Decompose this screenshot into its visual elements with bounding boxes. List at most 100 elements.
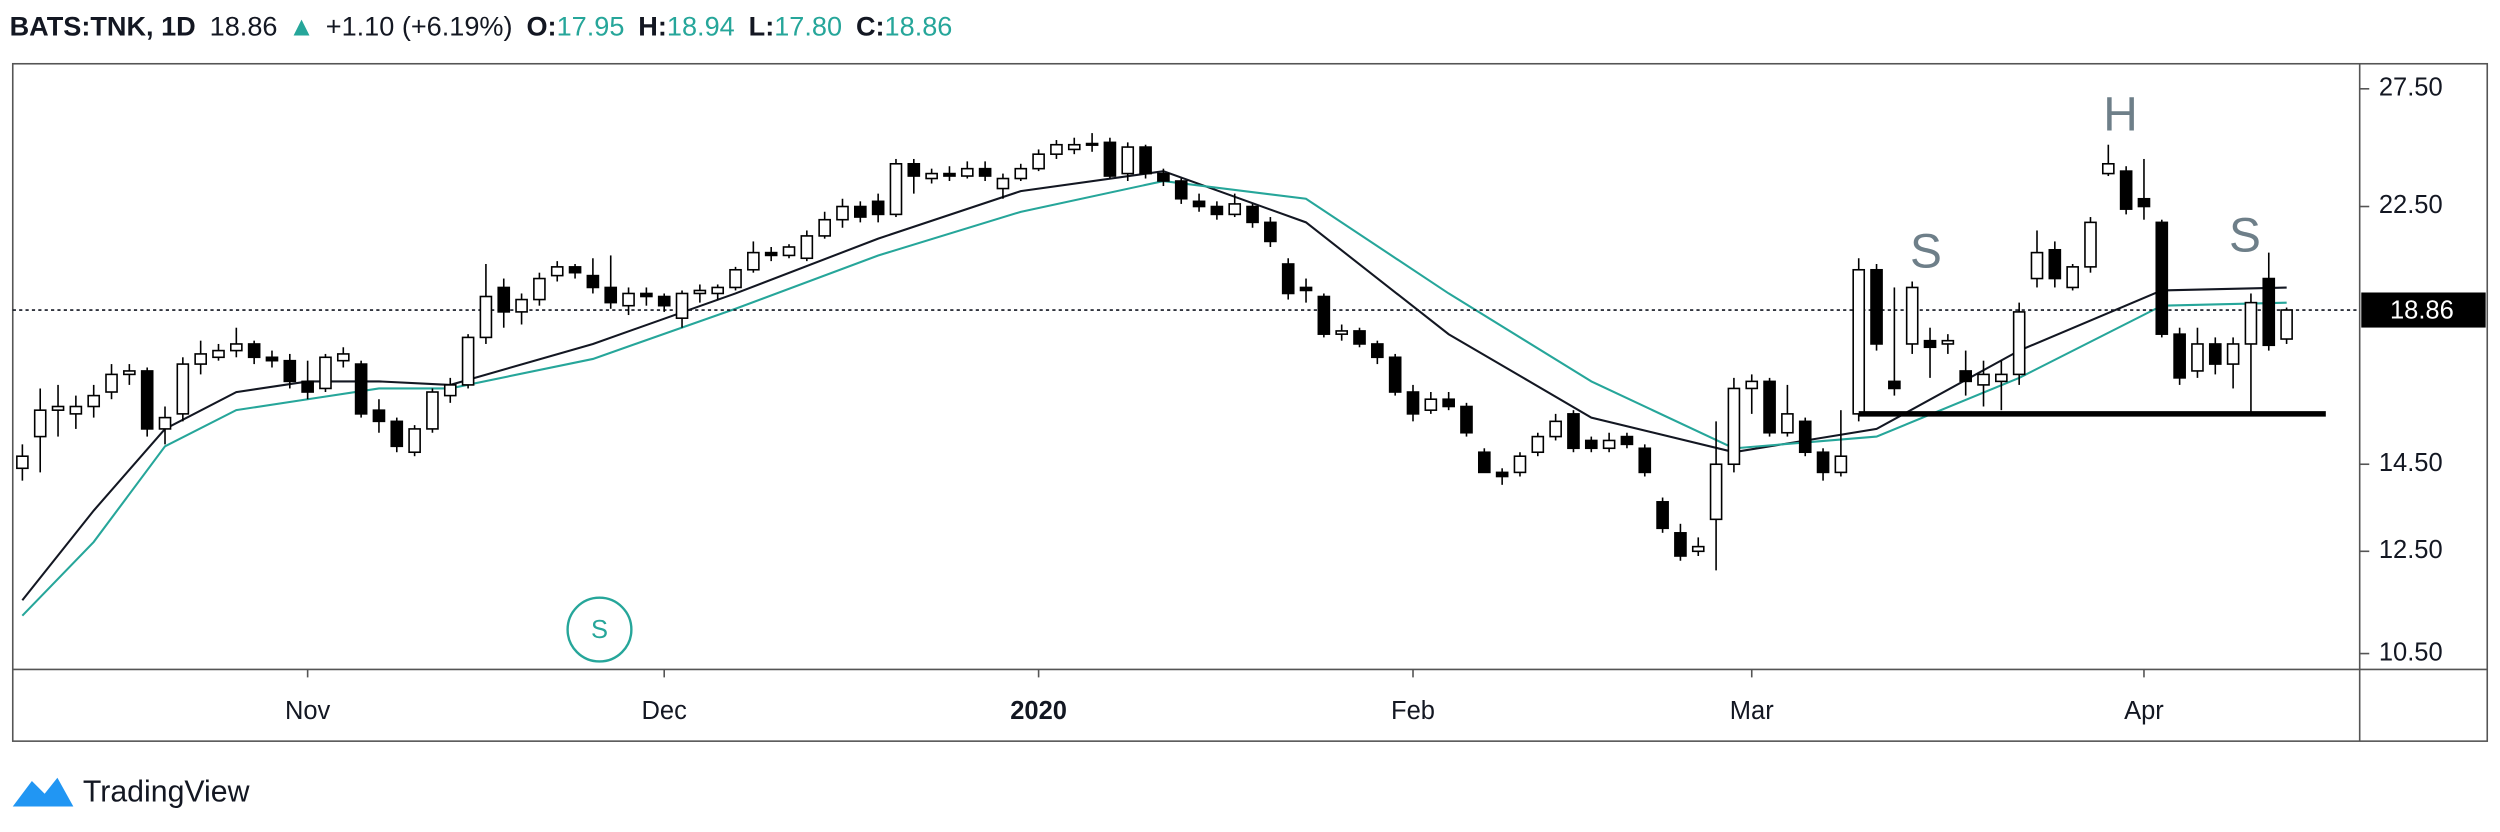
candle-body: [943, 172, 956, 177]
x-tick-label: Nov: [285, 697, 331, 725]
candle-body: [1085, 142, 1099, 146]
low: 17.80: [774, 11, 842, 42]
candle-body: [2030, 251, 2044, 280]
candle-body: [1460, 405, 1473, 434]
candle-body: [1067, 143, 1081, 151]
candle-body: [675, 292, 689, 319]
high-label: H:: [638, 11, 667, 42]
logo: TradingView: [12, 776, 250, 809]
candle-body: [907, 162, 921, 177]
header: BATS:TNK, 1D 18.86 ▲ +1.10 (+6.19%) O:17…: [10, 11, 953, 42]
x-tick-label: Apr: [2124, 697, 2164, 725]
candle-body: [123, 370, 136, 376]
candle-body: [586, 274, 600, 289]
candle-body: [2101, 162, 2115, 175]
candle-body: [1032, 153, 1045, 170]
candle-body: [2173, 333, 2186, 379]
candle-body: [996, 177, 1010, 190]
candle-body: [1210, 205, 1224, 216]
candle-body: [1620, 435, 1634, 446]
candle-body: [2137, 197, 2151, 208]
candle-body: [1691, 545, 1705, 553]
change: +1.10 (+6.19%): [326, 11, 513, 42]
candle-body: [1798, 420, 1812, 454]
low-label: L:: [749, 11, 775, 42]
candle-body: [2119, 170, 2133, 210]
candle-body: [1157, 172, 1170, 182]
candle-body: [1727, 387, 1741, 466]
moving-average: [21, 180, 2287, 617]
candle-body: [1567, 413, 1580, 450]
candle-body: [390, 420, 404, 448]
plot: [12, 133, 2360, 617]
candle-body: [1246, 205, 1259, 224]
candle-body: [1977, 373, 1990, 386]
candle-body: [1549, 420, 1562, 438]
candle-body: [265, 356, 279, 362]
arrow: ▲: [288, 11, 315, 42]
candle-body: [283, 359, 297, 383]
candle-body: [426, 391, 439, 430]
candle-body: [51, 405, 65, 411]
candle-body: [568, 266, 582, 274]
candle-body: [640, 292, 653, 298]
candle-body: [1139, 146, 1152, 175]
y-tick-label: 27.50: [2379, 74, 2443, 102]
candle-body: [1371, 343, 1384, 359]
candle-body: [622, 292, 635, 307]
candle-body: [212, 349, 225, 359]
candle-body: [889, 162, 903, 216]
candle-body: [978, 167, 992, 177]
candle-body: [515, 298, 528, 313]
open: 17.95: [557, 11, 625, 42]
candle-body: [871, 200, 885, 216]
candle-body: [2244, 301, 2258, 345]
candle-body: [16, 455, 29, 470]
candle-body: [657, 295, 671, 307]
pattern-label: S: [1910, 226, 1942, 279]
candle-body: [2012, 311, 2026, 376]
candle-body: [818, 218, 831, 237]
candle-body: [1763, 380, 1776, 434]
candle-body: [1174, 180, 1188, 200]
candle-body: [533, 277, 546, 301]
signal-marker[interactable]: [566, 596, 633, 663]
x-tick-label: Dec: [642, 697, 688, 725]
candle-body: [2084, 221, 2097, 268]
candle-body: [33, 409, 47, 438]
x-tick-label: 2020: [1010, 697, 1067, 725]
candle-body: [229, 343, 243, 352]
candle-body: [69, 405, 83, 415]
candle-body: [336, 353, 350, 362]
frame: [11, 62, 2489, 742]
candle-body: [1317, 295, 1331, 335]
candle-body: [2048, 248, 2062, 280]
x-tick-label: Mar: [1730, 697, 1774, 725]
candle-body: [479, 295, 493, 339]
signal-marker-label: S: [591, 616, 608, 644]
candle-body: [711, 286, 725, 295]
logo-icon: [12, 777, 74, 807]
candle-body: [1406, 391, 1420, 415]
candle-body: [1495, 471, 1509, 478]
brand: TradingView: [83, 776, 250, 809]
candle-body: [1905, 286, 1919, 345]
candle-body: [461, 336, 475, 386]
candle-body: [604, 286, 618, 304]
candle-body: [1602, 439, 1616, 450]
candle-body: [140, 370, 154, 430]
candle-body: [1121, 146, 1135, 175]
candle-body: [1014, 167, 1028, 180]
price-tag: [2361, 292, 2486, 328]
candle-body: [1335, 330, 1349, 335]
candle-body: [1353, 330, 1366, 345]
close: 18.86: [885, 11, 953, 42]
candle-body: [1816, 451, 1830, 474]
symbol: BATS:TNK, 1D: [10, 11, 196, 42]
candle-body: [1513, 455, 1527, 474]
candle-body: [1192, 200, 1206, 208]
candle-body: [354, 363, 368, 415]
y-tick-label: 14.50: [2379, 449, 2443, 477]
candle-body: [1709, 463, 1723, 521]
